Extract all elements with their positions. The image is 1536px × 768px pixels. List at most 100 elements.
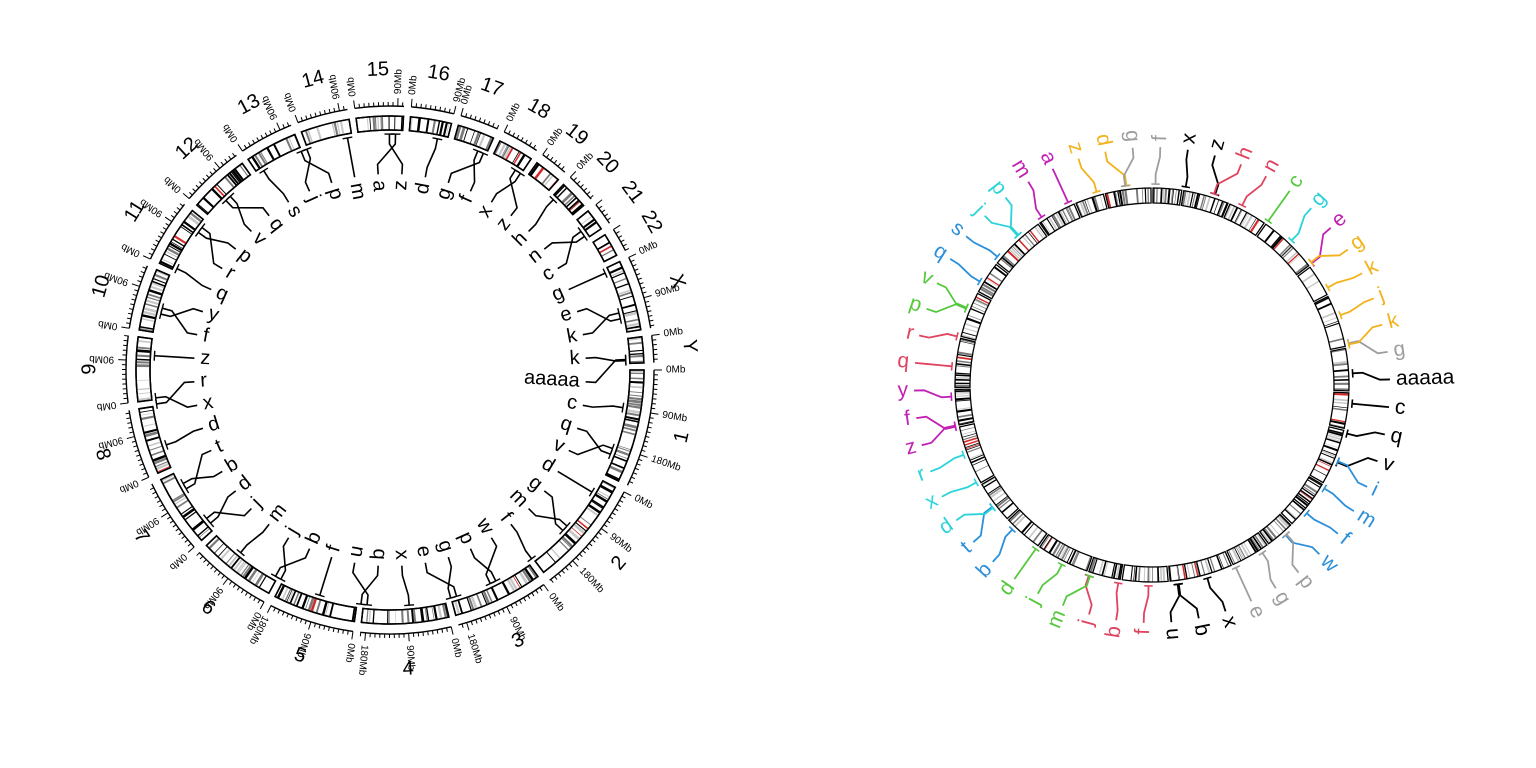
axis-tick bbox=[126, 323, 130, 324]
axis-tick bbox=[291, 615, 292, 619]
gene-label: g bbox=[1346, 229, 1369, 255]
axis-tick bbox=[222, 575, 225, 578]
label-connector bbox=[402, 566, 409, 606]
axis-tick bbox=[141, 477, 148, 480]
gene-label: p bbox=[906, 291, 924, 317]
gene-label: g bbox=[548, 281, 567, 306]
gene-label: z bbox=[1205, 136, 1230, 152]
label-connector bbox=[1005, 197, 1017, 235]
gene-label: n bbox=[1258, 155, 1284, 176]
gene-label: p bbox=[324, 185, 348, 202]
chromosome-name: 20 bbox=[592, 147, 623, 178]
label-anchor bbox=[1352, 399, 1353, 407]
axis-tick bbox=[203, 178, 206, 181]
axis-tick bbox=[254, 597, 256, 600]
axis-tick bbox=[177, 208, 180, 210]
axis-tick bbox=[128, 427, 132, 428]
label-connector bbox=[558, 231, 581, 268]
axis-tick bbox=[150, 488, 154, 490]
ideogram-block bbox=[997, 224, 1046, 272]
gene-label: r bbox=[200, 369, 208, 391]
axis-tick bbox=[134, 290, 138, 291]
axis-tick bbox=[589, 543, 592, 546]
tick-label: 0Mb bbox=[345, 76, 359, 97]
axis-tick bbox=[485, 616, 486, 620]
right-circos-plot: gaaaaacqvimfwpgexbufbjmjdbtdxrzfyqrpvqsj… bbox=[896, 129, 1454, 641]
label-connector bbox=[529, 200, 554, 232]
axis-tick bbox=[343, 106, 344, 110]
label-connector bbox=[1053, 169, 1068, 203]
label-connector bbox=[1337, 458, 1377, 466]
axis-tick bbox=[136, 455, 140, 456]
gene-label: y bbox=[206, 302, 222, 326]
axis-tick bbox=[129, 432, 133, 433]
label-connector bbox=[558, 471, 592, 492]
tick-label: 90Mb bbox=[661, 410, 688, 425]
gene-label: t bbox=[212, 435, 227, 458]
chromosome-1: 0Mb90Mb180Mb1 bbox=[606, 365, 694, 486]
label-connector bbox=[1207, 578, 1225, 611]
gene-label: x bbox=[201, 391, 215, 414]
label-connector bbox=[1347, 432, 1385, 436]
gene-label: q bbox=[558, 412, 575, 436]
axis-tick bbox=[440, 107, 441, 111]
axis-tick bbox=[127, 423, 131, 424]
axis-tick bbox=[296, 617, 297, 621]
axis-tick bbox=[183, 193, 189, 198]
label-anchor bbox=[589, 488, 594, 496]
gene-label: p bbox=[1294, 570, 1319, 593]
label-connector bbox=[186, 450, 211, 488]
axis-tick bbox=[329, 109, 330, 113]
label-connector bbox=[930, 455, 963, 472]
axis-tick bbox=[599, 206, 602, 208]
axis-tick bbox=[138, 459, 142, 460]
gene-label: g bbox=[432, 185, 456, 202]
tick-label: 0Mb bbox=[282, 91, 299, 113]
gene-label: f bbox=[496, 508, 517, 526]
axis-tick bbox=[592, 540, 595, 543]
axis-tick bbox=[605, 214, 608, 216]
axis-tick bbox=[143, 267, 147, 269]
cytoband bbox=[389, 116, 390, 130]
gene-label: k bbox=[1362, 254, 1383, 279]
axis-tick bbox=[287, 614, 289, 618]
axis-tick bbox=[644, 296, 652, 298]
tick-label: 0Mb bbox=[449, 637, 464, 659]
axis-tick bbox=[511, 605, 513, 609]
axis-tick bbox=[135, 450, 139, 451]
axis-tick bbox=[124, 336, 128, 337]
label-anchor bbox=[1182, 186, 1190, 187]
tick-label: 90Mb bbox=[607, 531, 634, 555]
axis-tick bbox=[445, 108, 446, 112]
gene-label: x bbox=[1176, 131, 1200, 145]
label-connector bbox=[1262, 553, 1275, 588]
axis-tick bbox=[554, 160, 556, 163]
label-connector bbox=[275, 549, 309, 577]
axis-tick bbox=[607, 521, 610, 523]
label-connector bbox=[544, 491, 563, 531]
axis-tick bbox=[586, 547, 589, 550]
axis-tick bbox=[137, 281, 141, 282]
gene-label: t bbox=[956, 537, 976, 558]
axis-tick bbox=[517, 135, 519, 139]
axis-tick bbox=[151, 249, 155, 251]
label-connector bbox=[915, 363, 952, 366]
axis-tick bbox=[120, 403, 128, 404]
label-anchor bbox=[260, 168, 268, 173]
label-connector bbox=[353, 563, 368, 605]
gene-label: r bbox=[914, 462, 929, 486]
cytoband bbox=[387, 610, 388, 624]
axis-tick bbox=[182, 536, 185, 539]
axis-tick bbox=[602, 210, 605, 212]
left-circos-plot: 0Mb90Mb180Mb10Mb90Mb180Mb20Mb90Mb180Mb 30… bbox=[78, 58, 701, 680]
axis-tick bbox=[165, 217, 172, 221]
axis-tick bbox=[442, 629, 443, 633]
axis-tick bbox=[334, 108, 335, 112]
axis-tick bbox=[270, 131, 272, 135]
axis-tick bbox=[590, 195, 593, 198]
label-connector bbox=[241, 524, 270, 552]
axis-tick bbox=[143, 473, 147, 475]
gene-label: c bbox=[565, 391, 579, 414]
axis-tick bbox=[471, 621, 472, 625]
axis-tick bbox=[314, 623, 315, 627]
